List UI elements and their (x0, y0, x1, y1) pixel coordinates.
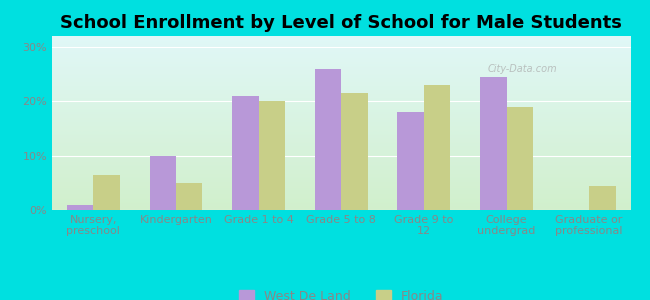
Bar (424, 85, 450, 210)
Bar (589, 185, 616, 210)
Bar (424, 85, 450, 210)
Bar (259, 101, 285, 210)
Bar (397, 112, 424, 210)
Bar (150, 156, 176, 210)
Bar (67, 205, 94, 210)
Bar (506, 107, 533, 210)
Bar (341, 93, 368, 210)
Bar (176, 183, 202, 210)
Bar (94, 175, 120, 210)
Bar (480, 77, 506, 210)
Bar (67, 205, 94, 210)
Bar (506, 107, 533, 210)
Bar (589, 185, 616, 210)
Bar (259, 101, 285, 210)
Text: City-Data.com: City-Data.com (488, 64, 557, 74)
Bar (232, 96, 259, 210)
Bar (480, 77, 506, 210)
Bar (341, 93, 368, 210)
Bar (176, 183, 202, 210)
Bar (315, 69, 341, 210)
Legend: West De Land, Florida: West De Land, Florida (234, 285, 448, 300)
Title: School Enrollment by Level of School for Male Students: School Enrollment by Level of School for… (60, 14, 622, 32)
Bar (94, 175, 120, 210)
Bar (315, 69, 341, 210)
Bar (397, 112, 424, 210)
Bar (150, 156, 176, 210)
Bar (232, 96, 259, 210)
